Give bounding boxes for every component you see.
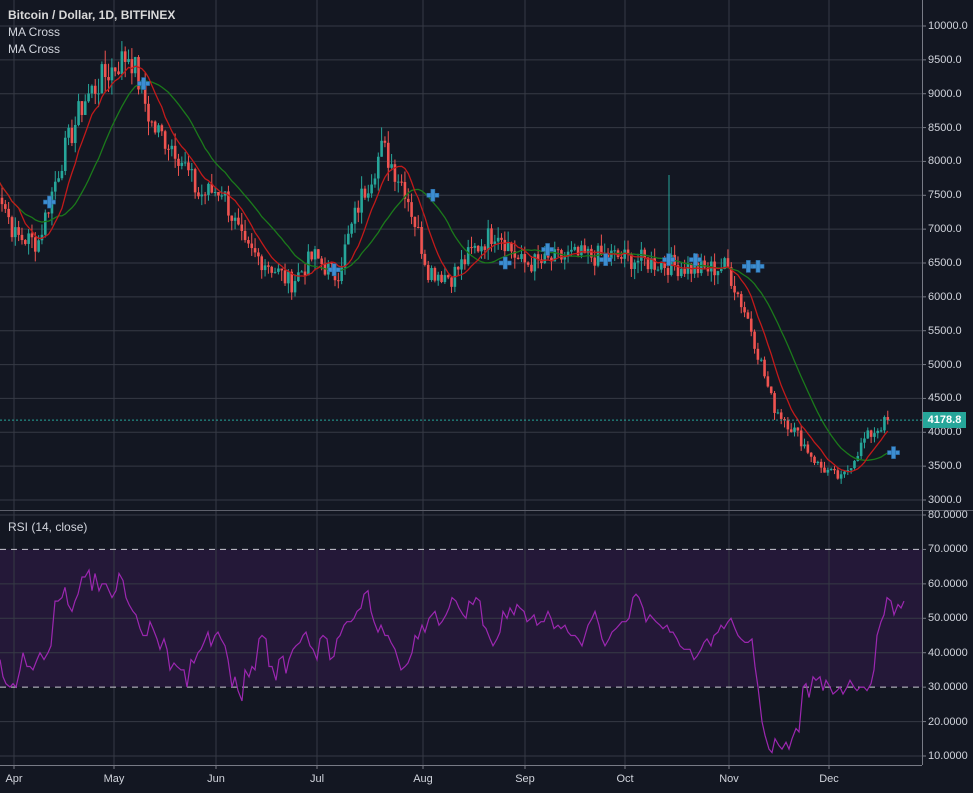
rsi-tick-label: 60.0000 [928, 577, 968, 590]
ma-cross-marker-icon [137, 77, 150, 90]
ma-cross-marker-icon [751, 260, 765, 273]
price-tick-label: 4500.0 [928, 392, 962, 405]
time-tick-label: Nov [719, 773, 739, 785]
rsi-tick-label: 20.0000 [928, 715, 968, 728]
price-tick-label: 7500.0 [928, 189, 962, 202]
rsi-tick-label: 70.0000 [928, 543, 968, 556]
rsi-title[interactable]: RSI (14, close) [8, 520, 88, 534]
symbol-title: Bitcoin / Dollar, 1D, BITFINEX [8, 8, 176, 22]
price-tick-label: 5500.0 [928, 324, 962, 337]
ma-cross-marker-icon [887, 446, 900, 459]
indicator-ma-cross-1[interactable]: MA Cross [8, 25, 61, 39]
ma-cross-marker-icon [541, 243, 554, 256]
ma-cross-marker-icon [689, 253, 702, 266]
last-price-badge: 4178.8 [923, 412, 966, 429]
time-tick-label: May [103, 773, 125, 785]
rsi-tick-label: 50.0000 [928, 612, 968, 625]
rsi-tick-label: 30.0000 [928, 681, 968, 694]
ma-cross-marker-icon [327, 263, 341, 277]
ma-cross-marker-icon [498, 256, 512, 270]
ma-fast-line [0, 65, 889, 473]
chart-legend: Bitcoin / Dollar, 1D, BITFINEX MA Cross … [8, 7, 175, 58]
price-tick-label: 3000.0 [928, 494, 962, 506]
ma-cross-marker-icon [426, 188, 440, 202]
price-tick-label: 6500.0 [928, 257, 962, 269]
time-tick-label: Aug [413, 773, 433, 785]
ma-cross-marker-icon [662, 253, 675, 266]
price-tick-label: 8000.0 [928, 155, 962, 168]
time-tick-label: Jul [309, 773, 325, 785]
price-tick-label: 9000.0 [928, 87, 962, 100]
rsi-tick-label: 10.0000 [928, 750, 968, 762]
rsi-tick-label: 40.0000 [928, 646, 968, 659]
price-tick-label: 8500.0 [928, 121, 962, 134]
price-tick-label: 6000.0 [928, 290, 962, 303]
ma-cross-marker-icon [43, 195, 56, 209]
time-tick-label: Oct [616, 773, 634, 785]
price-tick-label: 5000.0 [928, 358, 962, 371]
price-tick-label: 4000.0 [928, 426, 962, 439]
price-tick-label: 9500.0 [928, 53, 962, 66]
time-tick-label: Sep [515, 773, 535, 785]
price-tick-label: 3500.0 [928, 460, 962, 473]
time-tick-label: Jun [207, 773, 225, 785]
price-tick-label: 7000.0 [928, 223, 962, 236]
time-tick-label: Apr [5, 773, 23, 785]
ma-cross-marker-icon [599, 253, 612, 266]
time-tick-label: Dec [819, 773, 839, 785]
rsi-tick-label: 80.0000 [928, 509, 968, 521]
indicator-ma-cross-2[interactable]: MA Cross [8, 42, 61, 56]
rsi-line [0, 568, 905, 754]
price-tick-label: 10000.0 [928, 20, 968, 32]
